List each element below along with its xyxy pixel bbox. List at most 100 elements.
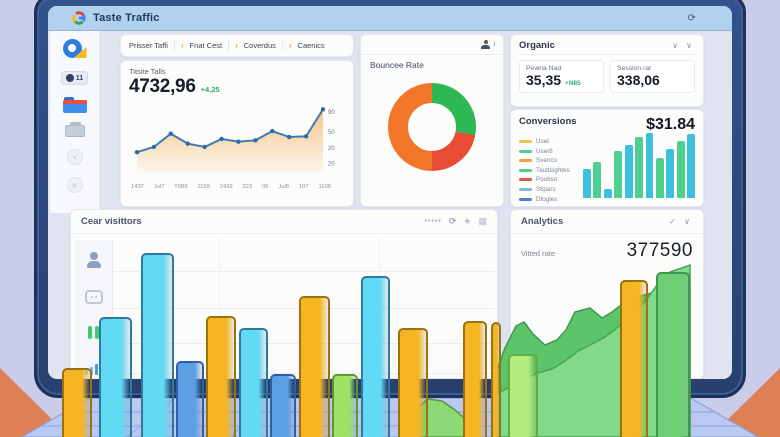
visitors-panel: Cear visittors ••••• ⟳ ★ ▦ [70,209,498,379]
metric-label: Pewria Nad [526,65,562,72]
traffic-value: 4732,96 [129,76,196,97]
legend-swatch [519,159,532,163]
breadcrumb-item[interactable]: Prisser Taffi [129,41,168,50]
legend-item: Dtogies [519,196,695,203]
legend-swatch [519,197,532,201]
legend-label: Poubso [536,176,558,184]
bounce-panel: i Bouncee Rate [360,34,504,207]
conversions-bar-chart [583,132,696,198]
x-tick-label: 223 [242,184,253,190]
info-icon[interactable]: i [493,41,495,48]
mini-bar [635,136,643,198]
mini-bar [624,144,633,198]
app-logo-icon[interactable] [62,39,87,59]
metric-label: Session rat [617,65,652,72]
mini-bar [603,188,612,198]
conversions-title: Conversions [519,116,577,127]
traffic-line-chart: 90 50 20 20 [134,107,335,174]
legend-label: User8 [536,147,553,155]
x-tick-label: 06 [262,184,269,190]
breadcrumb-divider [281,41,283,50]
reload-icon[interactable]: ⟳ [448,216,457,226]
mini-bar [593,161,602,198]
legend-item: Poubso [519,176,695,183]
mini-bar [676,140,685,198]
gridline [379,238,380,376]
analytics-metric-value: 377590 [626,240,693,261]
traffic-panel: Titsite Talls 4732,96 +4,25 90 50 20 20 143… [120,60,354,207]
mini-bar [645,133,654,198]
traffic-delta-badge: +4,25 [200,85,220,94]
folder-icon[interactable] [62,97,87,113]
legend-swatch [519,149,532,153]
gridline [111,373,495,374]
line-chart-x-axis: 1437 Jul7 T089 1159 2439 223 06 Jul8 107 1108 [129,183,345,190]
organic-metric-card: Session rat 338,06 [610,60,695,93]
sidebar: 11 • ∨ [50,31,100,213]
x-tick-label: 1108 [318,184,331,190]
person-icon[interactable] [86,252,101,268]
circle-button-icon[interactable]: • [66,149,83,165]
gridline [219,238,220,376]
circle-button2-icon[interactable]: ∨ [66,177,83,193]
x-tick-label: Jul7 [153,184,165,190]
breadcrumb-divider [228,41,230,50]
sidebar-lower [75,240,113,379]
legend-item: User8 [519,148,695,155]
svg-text:20: 20 [328,146,335,152]
conversions-legend: Uset User8 Svenco Tauttisghtes Poubso Stipars… [519,138,695,203]
mini-bar [666,148,675,198]
pause-icon[interactable] [88,326,99,339]
breadcrumb-item[interactable]: Coverdus [243,41,276,50]
metric-delta-badge: +N85 [565,80,581,87]
analytics-metric-label: Vitted rate [521,249,556,258]
breadcrumb-separator-icon: › [235,41,238,50]
metric-value: 35,35 [526,72,562,88]
bounce-title: Bouncee Rate [370,60,424,70]
analytics-title: Analytics [521,216,564,227]
organic-metric-card: Pewria Nad 35,35 +N85 [519,60,604,93]
legend-swatch [519,168,532,172]
legend-label: Svenco [536,157,558,165]
legend-swatch [519,187,532,191]
user-icon[interactable] [481,40,491,49]
chevron-down-icon[interactable]: ∨ ∨ [672,41,695,50]
svg-text:20: 20 [328,162,335,168]
metric-value: 338,06 [617,72,660,88]
grid-view-icon[interactable]: ▦ [478,216,487,226]
star-icon[interactable]: ★ [463,216,472,226]
breadcrumb-separator-icon: › [288,41,292,50]
mini-bar [614,151,623,198]
signal-bars-icon[interactable] [84,361,103,375]
breadcrumb-item[interactable]: Caenics [297,41,325,50]
svg-text:50: 50 [328,130,335,136]
breadcrumb-divider [173,41,175,50]
screen: Taste Traffic ⟳ 11 • ∨ Prisser Taffi › Fna… [48,6,732,379]
x-tick-label: 1159 [197,184,210,190]
legend-swatch [519,140,532,143]
title-bar: Taste Traffic ⟳ [48,6,732,31]
printer-icon[interactable] [64,122,85,137]
more-options-icon[interactable]: ••••• [424,218,442,225]
x-tick-label: 2439 [219,184,233,190]
x-tick-label: Jul8 [278,184,290,190]
legend-item: Tauttisghtes [519,167,695,174]
x-tick-label: 1437 [131,184,144,190]
legend-label: Tauttisghtes [536,166,570,174]
legend-swatch [519,178,532,182]
mini-bar [583,169,591,198]
legend-label: Uset [536,138,549,145]
gridline [111,343,495,344]
check-chevron-icons[interactable]: ✓ ∨ [669,217,693,226]
traffic-label: Titsite Talls [129,67,166,76]
gridline [111,308,495,309]
chat-icon[interactable] [84,290,103,304]
media-control-icon[interactable]: 11 [61,71,88,85]
google-logo-icon [72,11,86,25]
refresh-icon[interactable]: ⟳ [687,12,696,24]
breadcrumb-item[interactable]: Fnat Cest [189,41,223,50]
x-tick-label: 107 [298,184,309,190]
x-tick-label: T089 [174,184,188,190]
bounce-donut-chart [388,83,476,171]
